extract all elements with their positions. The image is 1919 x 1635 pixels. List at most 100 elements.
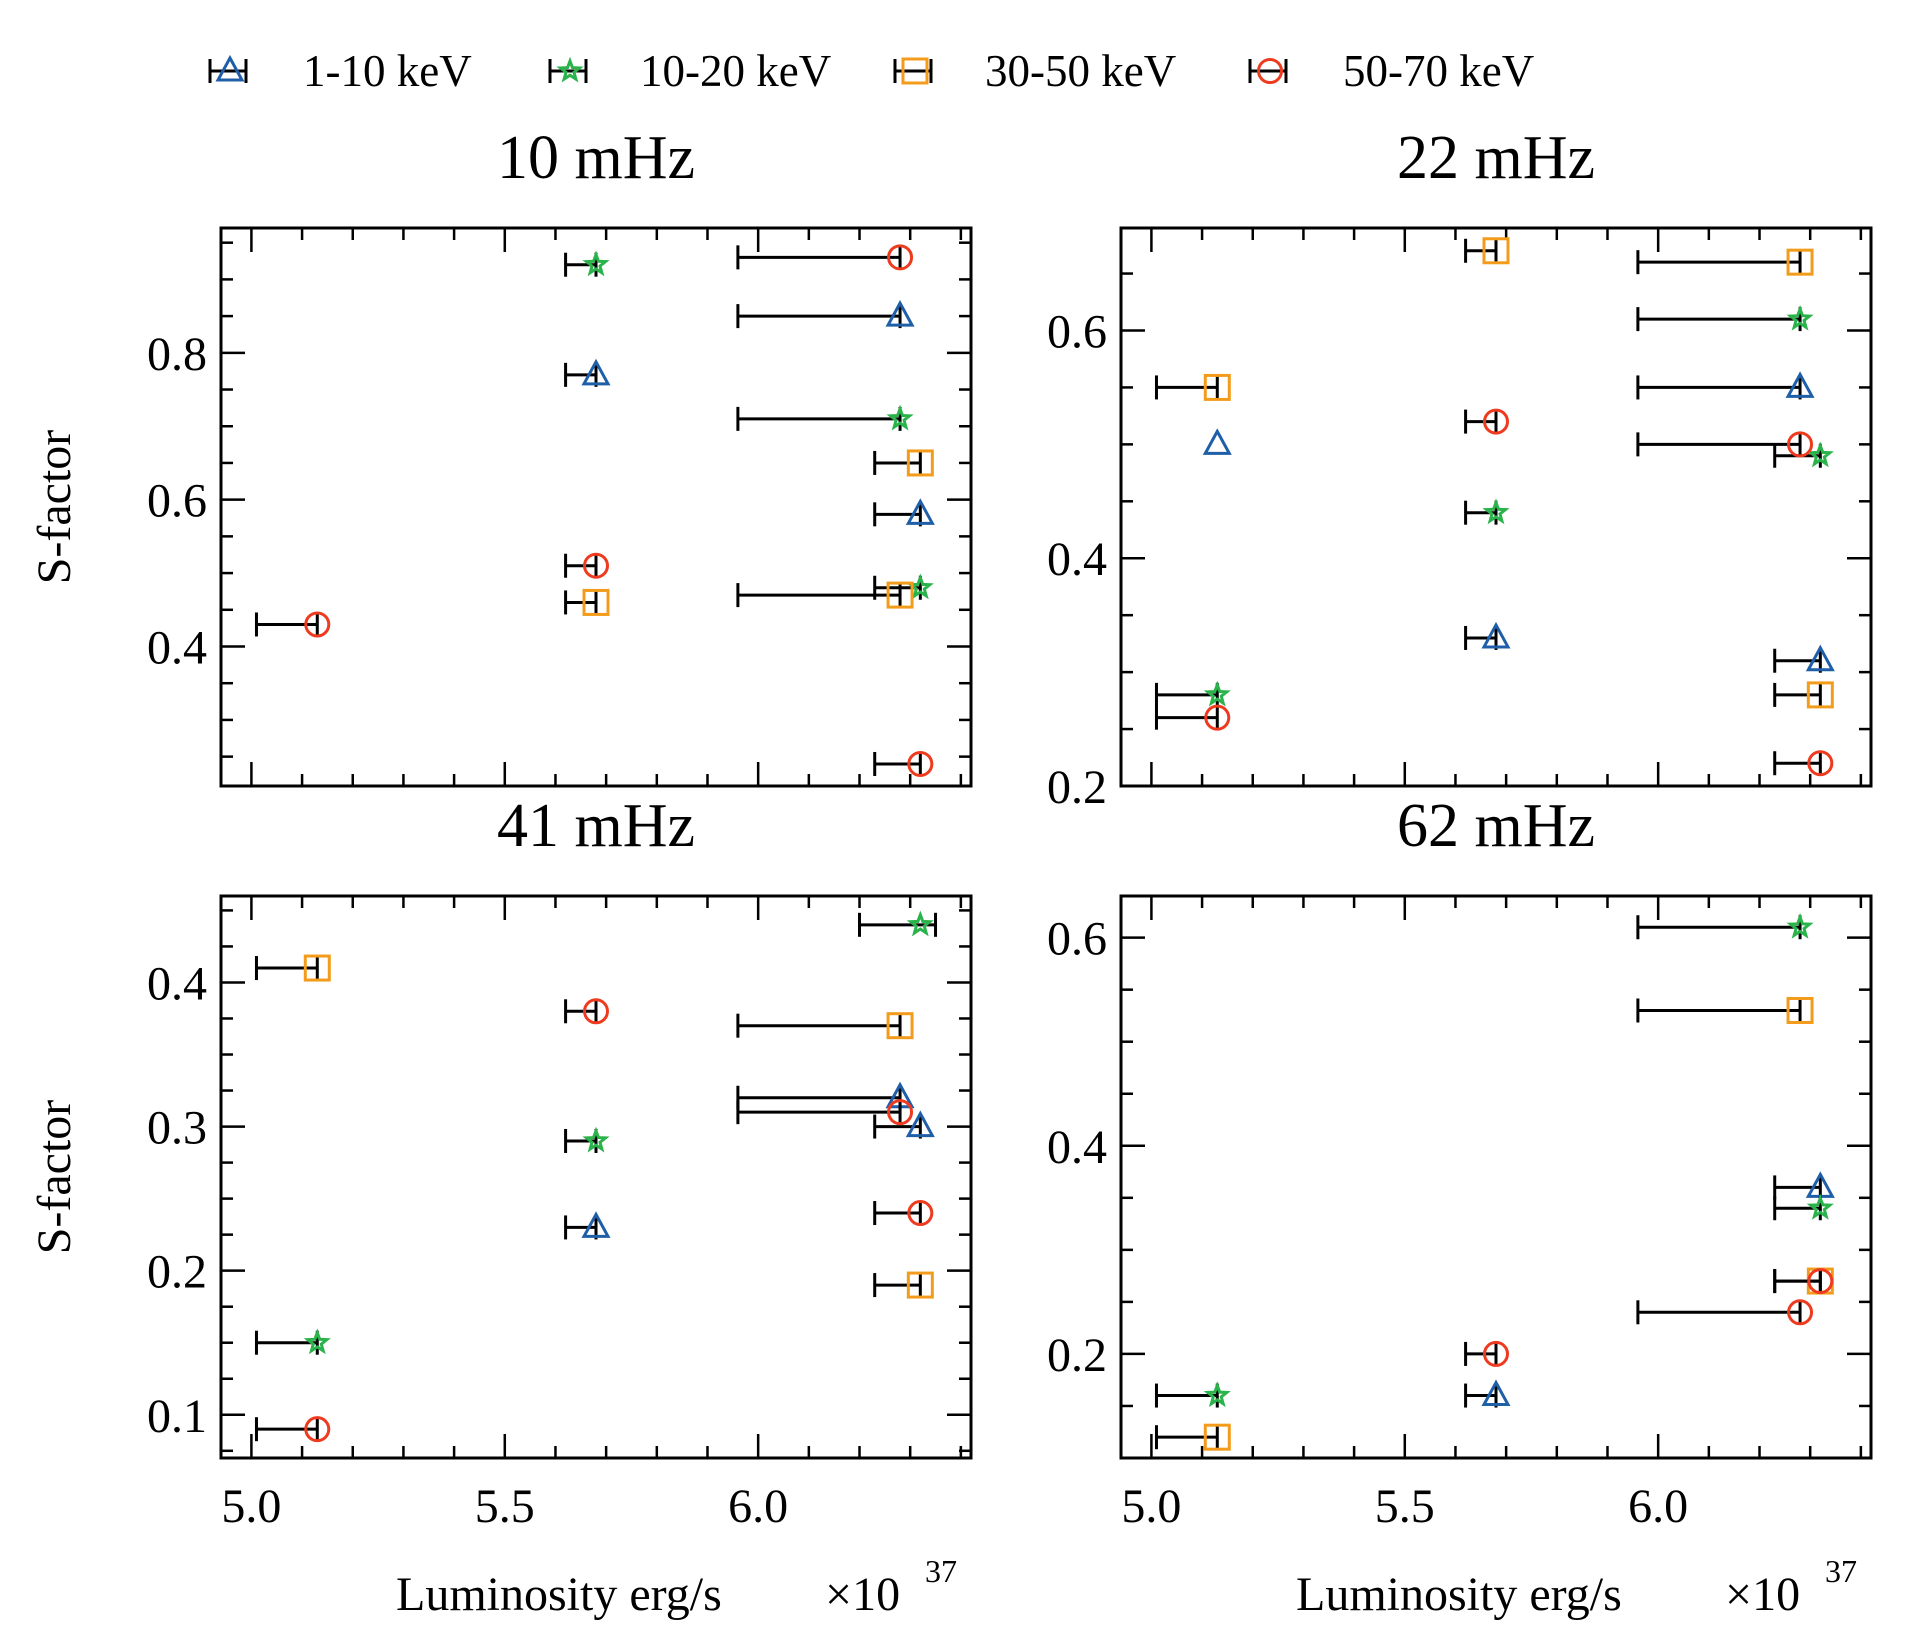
- marker-square: [1203, 1423, 1231, 1451]
- data-point: [1636, 431, 1814, 458]
- y-tick-label: 0.2: [147, 1246, 207, 1299]
- marker-square: [1806, 681, 1834, 709]
- data-point: [1773, 644, 1835, 673]
- data-point: [1464, 408, 1509, 435]
- marker-circle: [583, 998, 609, 1025]
- series-30-50-kev: [564, 449, 934, 616]
- marker-square: [1482, 237, 1510, 265]
- marker-circle: [304, 1416, 331, 1443]
- marker-star: [1203, 1381, 1231, 1408]
- x-axis-label: Luminosity erg/s: [1296, 1568, 1622, 1621]
- panel-41-mhz: 41 mHz 5.0 5.5 6.0 0.1 0.2 0.3 0.4 S-factor Lumin…: [28, 792, 973, 1621]
- marker-star: [582, 250, 610, 277]
- marker-triangle: [905, 498, 935, 525]
- x-tick-label: 6.0: [728, 1480, 788, 1533]
- marker-triangle: [885, 299, 915, 327]
- series-50-70-kev: [254, 998, 934, 1443]
- marker-triangle: [905, 1110, 935, 1138]
- legend-entry-10-20-kev: 10-20 keV: [548, 46, 831, 96]
- marker-star: [1203, 680, 1231, 707]
- marker-star: [1806, 1193, 1834, 1220]
- marker-square: [303, 954, 331, 982]
- marker-triangle: [1481, 621, 1511, 649]
- data-point: [1154, 680, 1231, 707]
- data-point: [1773, 681, 1834, 709]
- marker-circle: [887, 1099, 914, 1126]
- y-tick-label: 0.2: [1047, 1329, 1107, 1382]
- data-point: [736, 1081, 915, 1110]
- series-1-10-kev: [564, 1081, 935, 1240]
- x-scale-exponent: 37: [1825, 1553, 1857, 1589]
- data-point: [1773, 750, 1834, 777]
- series-10-20-kev: [1154, 304, 1834, 707]
- data-point: [873, 1110, 935, 1139]
- legend-entry-50-70-kev: 50-70 keV: [1248, 46, 1534, 96]
- data-point: [564, 998, 609, 1025]
- data-point: [1636, 248, 1814, 276]
- data-point: [736, 1099, 914, 1126]
- marker-star: [1806, 441, 1834, 468]
- marker-circle: [1807, 1268, 1834, 1295]
- data-point: [1154, 704, 1231, 731]
- series-30-50-kev: [1154, 237, 1834, 709]
- legend-label: 50-70 keV: [1343, 46, 1534, 96]
- series-10-20-kev: [1154, 912, 1834, 1408]
- marker-triangle: [1805, 644, 1835, 672]
- panel-title: 41 mHz: [497, 792, 695, 860]
- x-scale-exponent: 37: [925, 1553, 957, 1589]
- marker-square: [1786, 248, 1814, 276]
- data-point: [1464, 498, 1510, 525]
- marker-star: [1786, 304, 1814, 331]
- data-point: [254, 1328, 331, 1355]
- plot-frame: [219, 894, 973, 1460]
- panel-title: 62 mHz: [1397, 792, 1595, 860]
- marker-square: [906, 1271, 934, 1299]
- series-1-10-kev: [564, 299, 935, 527]
- marker-star: [303, 1328, 331, 1355]
- panel-22-mhz: 22 mHz 0.2 0.4 0.6: [1047, 124, 1873, 814]
- marker-circle: [887, 244, 914, 271]
- data-point: [736, 299, 915, 329]
- y-tick-label: 0.3: [147, 1102, 207, 1155]
- data-point: [873, 498, 935, 527]
- marker-square: [1786, 996, 1814, 1024]
- marker-circle: [583, 552, 609, 579]
- series-30-50-kev: [1154, 996, 1834, 1451]
- y-tick-label: 0.6: [1047, 305, 1107, 358]
- data-point: [564, 588, 610, 616]
- data-point: [1636, 304, 1814, 332]
- data-point: [873, 1271, 934, 1299]
- data-point: [736, 581, 914, 609]
- x-axis-label: Luminosity erg/s: [396, 1568, 722, 1621]
- marker-circle: [1483, 1340, 1509, 1367]
- data-point: [1773, 1193, 1834, 1221]
- y-tick-label: 0.4: [1047, 1121, 1107, 1174]
- x-tick-label: 5.5: [1375, 1480, 1435, 1533]
- panel-title: 10 mHz: [497, 124, 695, 192]
- y-tick-label: 0.4: [147, 957, 207, 1010]
- panel-10-mhz: 10 mHz 0.4 0.6 0.8 S-factor: [28, 124, 973, 788]
- x-tick-label: 6.0: [1628, 1480, 1688, 1533]
- marker-star: [886, 404, 914, 431]
- plot-frame: [1119, 894, 1873, 1460]
- data-point: [1154, 1423, 1231, 1451]
- x-tick-label: 5.0: [221, 1480, 281, 1533]
- marker-triangle: [581, 1211, 611, 1238]
- series-10-20-kev: [254, 910, 938, 1355]
- y-tick-label: 0.8: [147, 328, 207, 381]
- data-point: [1464, 237, 1510, 265]
- data-point: [254, 954, 331, 982]
- data-point: [1636, 996, 1814, 1024]
- panels: 10 mHz 0.4 0.6 0.8 S-factor 22 mHz 0.2 0.4 0.6 41…: [28, 124, 1873, 1621]
- data-point: [1636, 912, 1814, 940]
- data-point: [1464, 1340, 1509, 1367]
- data-point: [564, 552, 609, 579]
- marker-circle: [1807, 750, 1834, 777]
- panel-62-mhz: 62 mHz 5.0 5.5 6.0 0.2 0.4 0.6 Luminosity erg/s…: [1047, 792, 1873, 1621]
- data-point: [564, 250, 610, 277]
- legend: 1-10 keV 10-20 keV 30-50 keV 50-70 keV: [208, 46, 1534, 96]
- marker-square: [582, 588, 610, 616]
- data-point: [873, 1200, 934, 1227]
- y-tick-label: 0.4: [147, 622, 207, 675]
- marker-circle: [1787, 1299, 1814, 1326]
